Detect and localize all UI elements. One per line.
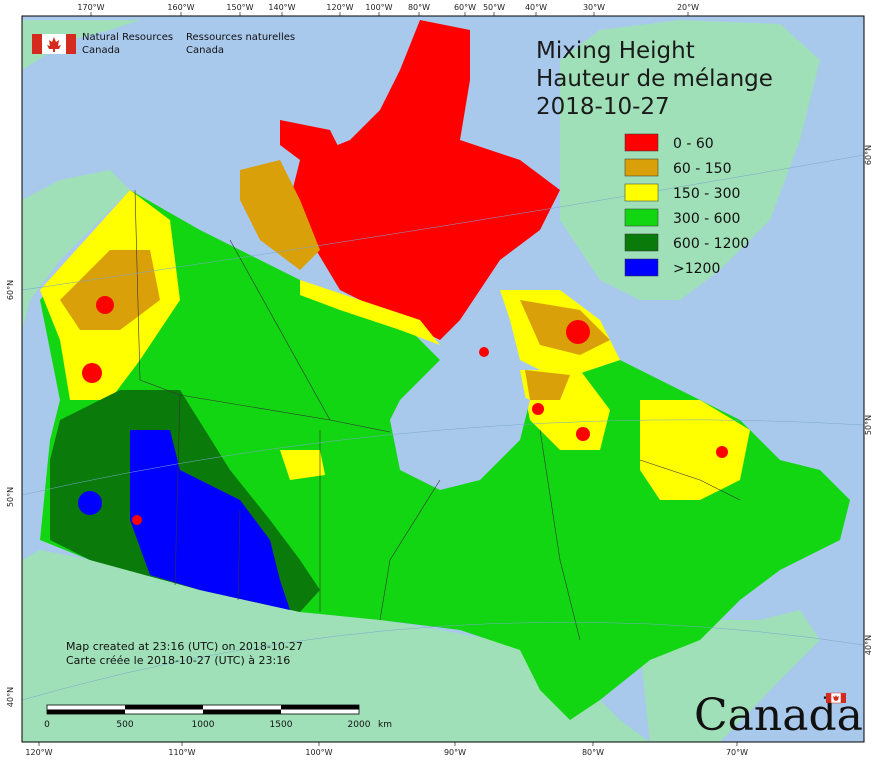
region-over-1200 — [130, 430, 290, 610]
bottom-tick-label: 110°W — [168, 748, 195, 757]
top-tick-label: 150°W — [226, 3, 253, 12]
top-tick-label: 100°W — [365, 3, 392, 12]
top-tick-label: 30°W — [583, 3, 605, 12]
scale-seg — [47, 709, 125, 714]
top-tick-label: 160°W — [167, 3, 194, 12]
top-tick-label: 40°W — [525, 3, 547, 12]
hudson-bay — [390, 380, 530, 490]
hotspot — [479, 347, 489, 357]
left-axis-ticks: 60°N 50°N 40°N — [6, 280, 15, 707]
scale-seg — [125, 705, 203, 710]
region-0-60-arctic — [290, 20, 560, 340]
title-line2: Hauteur de mélange — [536, 66, 773, 92]
right-tick-label: 40°N — [864, 635, 873, 655]
scale-seg — [203, 709, 281, 714]
legend-swatch — [624, 183, 659, 202]
region-60-150-yukon — [60, 250, 160, 330]
usa-land — [22, 550, 650, 742]
org-fr-line2: Canada — [186, 45, 224, 56]
region-150-300-labrador — [640, 400, 750, 500]
org-en-line2: Canada — [82, 45, 120, 56]
region-60-150-west-arctic — [240, 160, 320, 270]
bottom-axis-ticks: 120°W 110°W 100°W 90°W 80°W 70°W — [25, 742, 748, 757]
top-tick-label: 80°W — [408, 3, 430, 12]
region-over-1200-spot — [78, 491, 102, 515]
note-en: Map created at 23:16 (UTC) on 2018-10-27 — [66, 640, 303, 653]
top-tick-label: 170°W — [77, 3, 104, 12]
maple-leaf-icon — [47, 37, 61, 52]
boundaries — [134, 189, 741, 641]
hotspot — [566, 320, 590, 344]
top-tick-label: 60°W — [454, 3, 476, 12]
scale-label: 1500 — [270, 720, 293, 730]
legend-label: 300 - 600 — [673, 211, 740, 227]
legend-label: 0 - 60 — [673, 136, 714, 152]
bottom-tick-label: 120°W — [25, 748, 52, 757]
hotspot — [132, 515, 142, 525]
scale-label: 2000 — [348, 720, 371, 730]
top-axis-ticks: 170°W 160°W 150°W 140°W 120°W 100°W 80°W 60°W 50… — [77, 3, 699, 16]
region-0-60-island — [280, 120, 340, 160]
hotspot — [576, 427, 590, 441]
scale-seg — [281, 705, 359, 710]
region-150-300-central — [280, 450, 325, 480]
note-fr: Carte créée le 2018-10-27 (UTC) à 23:16 — [66, 654, 290, 667]
legend-label: 150 - 300 — [673, 186, 740, 202]
left-tick-label: 40°N — [6, 687, 15, 707]
scale-label: 500 — [116, 720, 133, 730]
scale-label: 1000 — [192, 720, 215, 730]
top-tick-label: 140°W — [268, 3, 295, 12]
legend-label: >1200 — [673, 261, 720, 277]
wordmark-flag-right — [841, 693, 846, 703]
hotspot — [96, 296, 114, 314]
legend-label: 600 - 1200 — [673, 236, 749, 252]
right-tick-label: 50°N — [864, 415, 873, 435]
region-60-150-quebec — [525, 370, 570, 400]
alaska-land — [22, 20, 140, 70]
legend: 0 - 60 60 - 150 150 - 300 300 - 600 600 - 12… — [624, 133, 749, 277]
hotspot — [82, 363, 102, 383]
bottom-tick-label: 100°W — [305, 748, 332, 757]
hotspot — [532, 403, 544, 415]
legend-label: 60 - 150 — [673, 161, 732, 177]
legend-swatch — [624, 258, 659, 277]
scale-unit: km — [378, 720, 392, 730]
org-fr-line1: Ressources naturelles — [186, 32, 295, 43]
legend-swatch — [624, 233, 659, 252]
nrcan-signature: Natural Resources Canada Ressources natu… — [32, 32, 295, 56]
flag-bar-left — [32, 34, 42, 54]
left-tick-label: 60°N — [6, 280, 15, 300]
hotspot — [716, 446, 728, 458]
alaska-coast — [22, 170, 130, 330]
scale-bar: 0 500 1000 1500 2000 km — [44, 704, 392, 730]
org-en-line1: Natural Resources — [82, 32, 173, 43]
top-tick-label: 20°W — [677, 3, 699, 12]
map-border — [21, 15, 865, 743]
canada-wordmark: Canada — [694, 690, 863, 741]
scale-label: 0 — [44, 720, 50, 730]
wordmark-flag-left — [826, 693, 831, 703]
top-tick-label: 50°W — [483, 3, 505, 12]
region-150-300-band — [300, 280, 440, 345]
graticule — [21, 154, 865, 701]
region-60-150-baffin — [520, 300, 610, 355]
bottom-tick-label: 70°W — [726, 748, 748, 757]
title-line1: Mixing Height — [536, 38, 695, 64]
legend-swatch — [624, 208, 659, 227]
legend-swatch — [624, 158, 659, 177]
greenland — [560, 20, 820, 300]
left-tick-label: 50°N — [6, 487, 15, 507]
flag-bar-right — [66, 34, 76, 54]
bottom-tick-label: 90°W — [444, 748, 466, 757]
wordmark-maple-leaf-icon — [833, 695, 839, 701]
right-tick-label: 60°N — [864, 145, 873, 165]
title-date: 2018-10-27 — [536, 94, 670, 120]
bottom-tick-label: 80°W — [582, 748, 604, 757]
top-tick-label: 120°W — [326, 3, 353, 12]
right-axis-ticks: 60°N 50°N 40°N — [864, 145, 873, 655]
legend-swatch — [624, 133, 659, 152]
